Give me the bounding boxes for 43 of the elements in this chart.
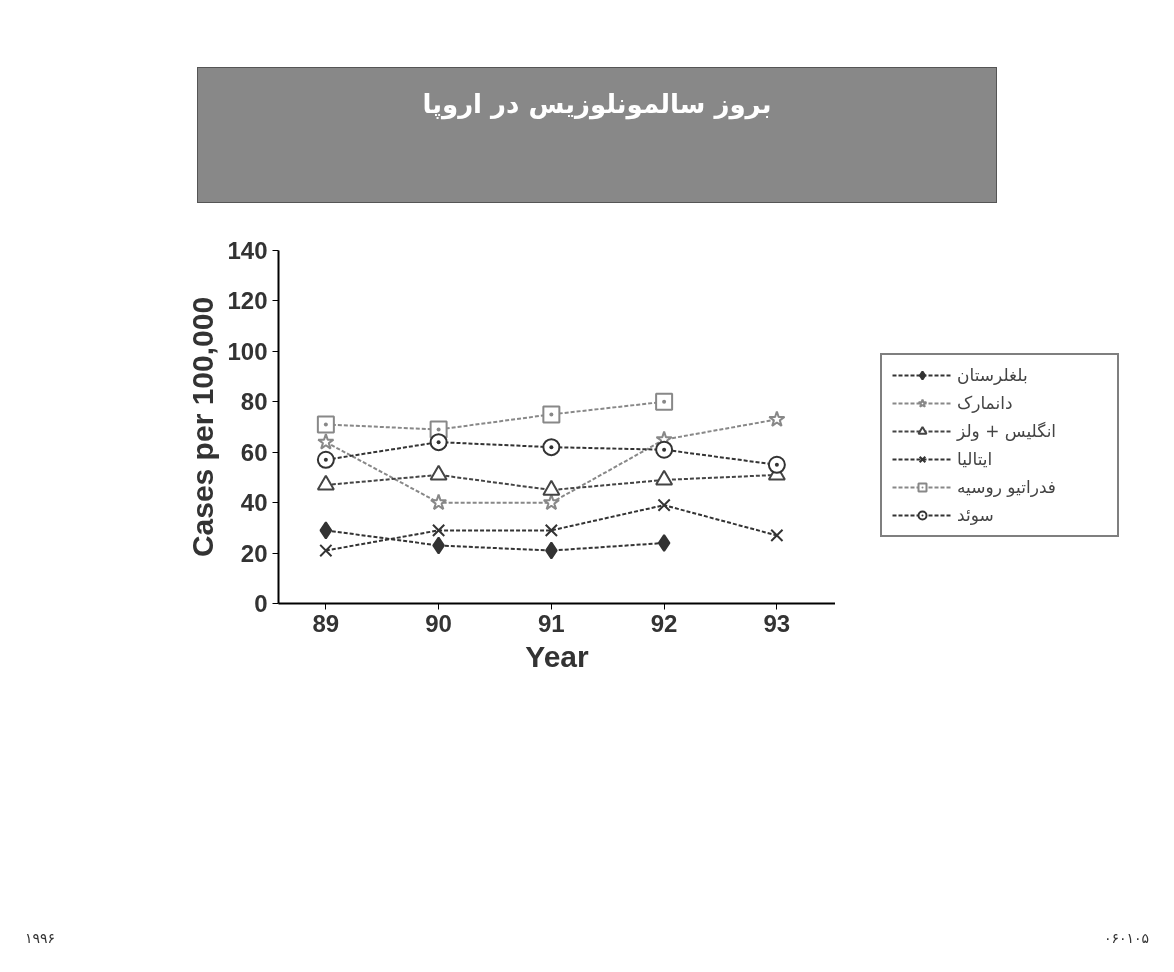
point bbox=[316, 415, 335, 434]
point bbox=[319, 543, 333, 558]
y-tick-label: 40 bbox=[240, 489, 268, 517]
point bbox=[319, 521, 333, 540]
point bbox=[542, 493, 560, 511]
point bbox=[657, 498, 671, 512]
point bbox=[431, 523, 446, 538]
legend-label: انگلیس + ولز bbox=[957, 421, 1058, 441]
legend-label: فدراتیو روسیه bbox=[957, 477, 1057, 497]
x-tick-label: 92 bbox=[650, 609, 678, 637]
point bbox=[768, 410, 786, 427]
x-axis-title: Year bbox=[525, 639, 590, 673]
legend-label: سوئد bbox=[957, 505, 995, 525]
legend-label: بلغلرستان bbox=[957, 365, 1029, 385]
point bbox=[317, 433, 335, 450]
point bbox=[542, 438, 561, 457]
y-tick-label: 60 bbox=[240, 438, 268, 466]
point bbox=[655, 392, 674, 411]
y-tick-label: 0 bbox=[254, 590, 268, 617]
x-tick-label: 90 bbox=[425, 609, 452, 637]
x-tick-label: 91 bbox=[538, 609, 565, 637]
point bbox=[655, 440, 674, 459]
point bbox=[657, 533, 671, 552]
y-tick-label: 100 bbox=[227, 337, 268, 365]
point bbox=[770, 528, 784, 543]
y-tick-label: 140 bbox=[227, 237, 268, 264]
y-tick-label: 120 bbox=[227, 287, 268, 315]
legend-label: دانمارک bbox=[957, 393, 1014, 413]
chart-title: بروز سالمونلوزیس در اروپا bbox=[422, 88, 772, 122]
point bbox=[767, 455, 786, 474]
text: ۰۶۰۱۰۵ bbox=[1103, 929, 1149, 948]
y-tick-label: 80 bbox=[240, 388, 268, 416]
x-tick-label: 89 bbox=[312, 609, 340, 637]
legend-label: ایتالیا bbox=[957, 449, 994, 469]
point bbox=[429, 433, 448, 452]
point bbox=[430, 493, 448, 511]
point bbox=[542, 405, 561, 424]
y-tick-label: 20 bbox=[240, 539, 268, 567]
point bbox=[316, 450, 335, 469]
x-tick-label: 93 bbox=[763, 609, 791, 637]
point bbox=[544, 523, 559, 538]
y-axis-title: Cases per 100,000 bbox=[186, 296, 220, 558]
text: ۱۹۹۶ bbox=[25, 929, 56, 948]
